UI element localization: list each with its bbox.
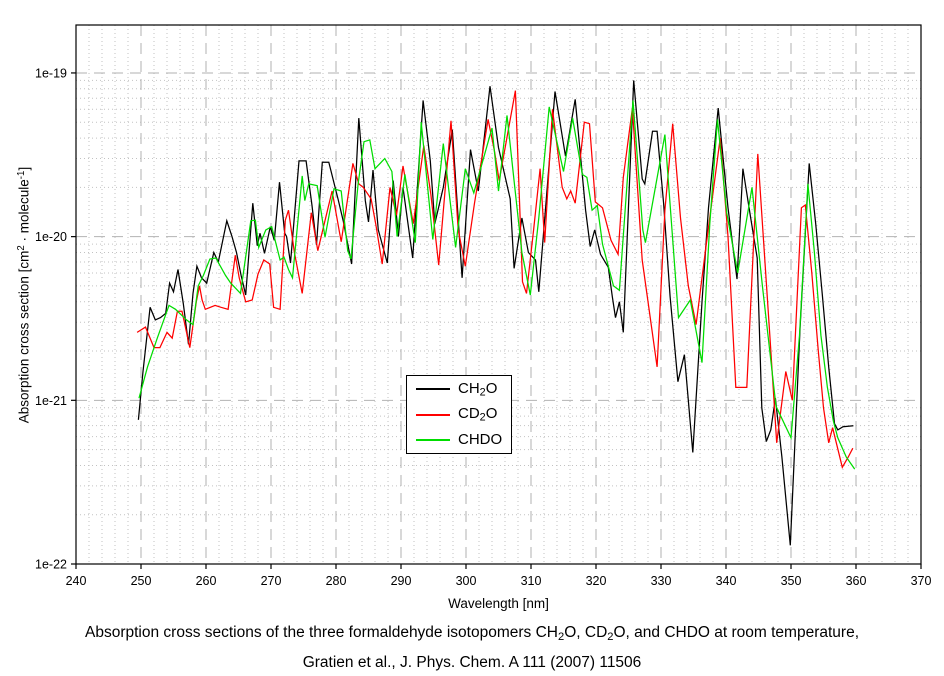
grid-major (76, 25, 921, 565)
series-line-cd2o (136, 90, 854, 469)
legend-label: CD2O (458, 405, 498, 424)
axis-ticks (71, 72, 922, 569)
x-tick-label: 240 (66, 574, 87, 588)
x-axis-title: Wavelength [nm] (448, 596, 549, 611)
x-tick-label: 280 (326, 574, 347, 588)
y-tick-label: 1e-19 (35, 66, 67, 80)
caption-line-1: Absorption cross sections of the three f… (85, 624, 859, 643)
y-tick-label: 1e-22 (35, 558, 67, 572)
plot-border (75, 24, 922, 565)
legend-item-ch2o: CH2O (407, 377, 511, 401)
legend-line-sample-green (416, 438, 450, 441)
caption-line-2: Gratien et al., J. Phys. Chem. A 111 (20… (302, 653, 642, 671)
legend-label: CHDO (458, 431, 503, 449)
x-tick-label: 320 (586, 574, 607, 588)
x-tick-label: 340 (716, 574, 737, 588)
x-tick-label: 310 (521, 574, 542, 588)
series-line-chdo (138, 100, 856, 470)
x-tick-label: 330 (651, 574, 672, 588)
caption: Absorption cross sections of the three f… (0, 620, 944, 676)
legend: CH2O CD2O CHDO (406, 375, 512, 454)
axis-tick-labels: 240 250 260 270 280 290 300 310 320 330 340 350 360 3… (35, 66, 931, 588)
legend-line-sample-black (416, 388, 450, 391)
y-tick-label: 1e-21 (35, 394, 67, 408)
chart-canvas: 240 250 260 270 280 290 300 310 320 330 340 350 360 3… (35, 24, 931, 611)
grid-minor (76, 25, 921, 564)
x-tick-label: 270 (261, 574, 282, 588)
legend-label: CH2O (458, 379, 498, 399)
data-series (136, 80, 856, 546)
y-axis-title: Absorption cross section [cm2 · molecule… (16, 166, 32, 424)
x-tick-label: 360 (846, 574, 867, 588)
x-tick-label: 350 (781, 574, 802, 588)
legend-item-cd2o: CD2O (407, 403, 511, 427)
x-tick-label: 290 (391, 574, 412, 588)
series-line-ch2o (137, 80, 854, 546)
x-tick-label: 370 (911, 574, 932, 588)
legend-line-sample-red (416, 413, 450, 416)
x-tick-label: 250 (131, 574, 152, 588)
x-tick-label: 260 (196, 574, 217, 588)
x-tick-label: 300 (456, 574, 477, 588)
y-tick-label: 1e-20 (35, 230, 67, 244)
legend-item-chdo: CHDO (407, 428, 511, 452)
